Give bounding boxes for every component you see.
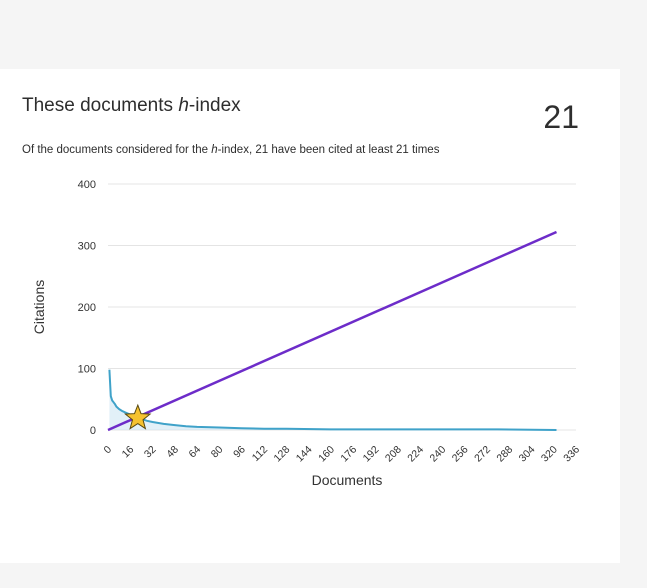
y-axis-label: Citations	[31, 280, 47, 334]
x-tick-label: 304	[517, 444, 538, 465]
y-tick-label: 200	[78, 302, 96, 314]
x-tick-label: 32	[142, 444, 159, 461]
x-tick-label: 144	[294, 444, 315, 465]
h-index-star-marker[interactable]	[124, 403, 152, 430]
h-index-value: 21	[543, 99, 579, 135]
h-index-card: These documents h-index 21 Of the docume…	[0, 69, 620, 563]
x-tick-label: 96	[231, 444, 248, 461]
x-tick-label: 160	[316, 444, 337, 465]
x-tick-label: 112	[250, 444, 270, 464]
x-tick-label: 256	[450, 444, 471, 465]
x-tick-label: 64	[187, 444, 204, 461]
card-subtitle: Of the documents considered for the h-in…	[22, 144, 440, 156]
x-tick-label: 0	[102, 444, 115, 457]
card-title: These documents h-index	[22, 95, 241, 116]
citations-line	[108, 369, 557, 431]
reference-diagonal-line	[107, 230, 558, 432]
x-tick-label: 336	[561, 444, 582, 465]
y-tick-label: 400	[78, 179, 96, 191]
x-tick-label: 192	[361, 444, 382, 465]
x-tick-label: 272	[472, 444, 493, 465]
chart-grid	[108, 183, 576, 431]
x-tick-label: 288	[494, 444, 515, 465]
citations-area	[109, 369, 557, 430]
x-axis-ticks: 0 16 32 48 64 80 96 112 128 144 160 176 192 208 224 240…	[102, 444, 583, 465]
x-tick-label: 320	[539, 444, 560, 465]
x-tick-label: 128	[272, 444, 293, 465]
x-tick-label: 16	[120, 444, 137, 461]
x-tick-label: 176	[338, 444, 359, 465]
x-tick-label: 48	[164, 444, 181, 461]
y-tick-label: 0	[90, 425, 96, 437]
x-tick-label: 80	[209, 444, 226, 461]
x-tick-label: 224	[405, 444, 426, 465]
y-tick-label: 300	[78, 241, 96, 253]
x-tick-label: 208	[383, 444, 404, 465]
x-axis-label: Documents	[312, 472, 383, 488]
x-tick-label: 240	[428, 444, 449, 465]
y-tick-label: 100	[78, 364, 96, 376]
y-axis-ticks: 0 100 200 300 400	[78, 179, 96, 437]
